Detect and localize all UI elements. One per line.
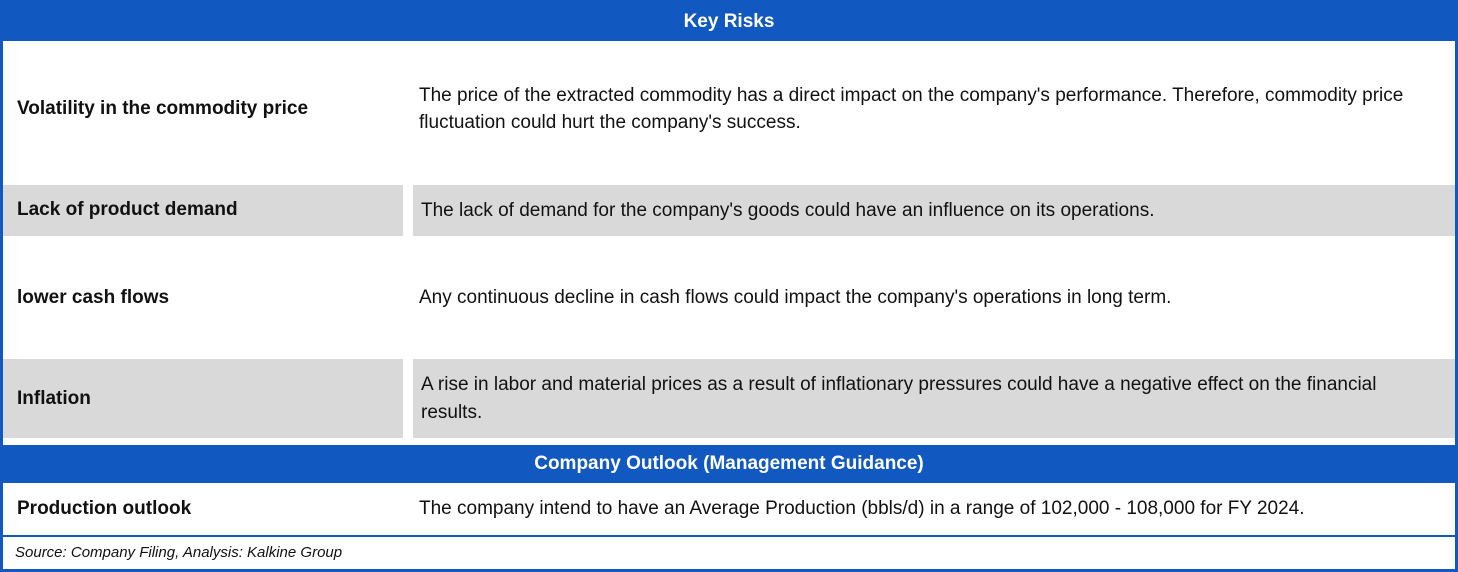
outlook-label: Production outlook	[17, 498, 192, 520]
source-note: Source: Company Filing, Analysis: Kalkin…	[3, 535, 1455, 569]
risk-label: lower cash flows	[17, 286, 170, 308]
key-risks-header: Key Risks	[3, 3, 1455, 41]
column-gutter	[403, 41, 413, 178]
company-outlook-header: Company Outlook (Management Guidance)	[3, 445, 1455, 484]
table-row: Production outlook The company intend to…	[3, 483, 1455, 535]
key-risks-rows: Volatility in the commodity price The pr…	[3, 41, 1455, 445]
risk-description: The lack of demand for the company's goo…	[413, 184, 1455, 237]
risk-description: The price of the extracted commodity has…	[419, 84, 1404, 134]
column-gutter	[403, 359, 413, 439]
table-row: Volatility in the commodity price The pr…	[3, 41, 1455, 178]
risk-description: Any continuous decline in cash flows cou…	[419, 287, 1172, 309]
column-gutter	[403, 184, 413, 237]
risk-label: Inflation	[3, 359, 403, 439]
table-row: Lack of product demand The lack of deman…	[3, 184, 1455, 237]
risk-label: Lack of product demand	[3, 184, 403, 237]
table-row: lower cash flows Any continuous decline …	[3, 243, 1455, 353]
table-row: Inflation A rise in labor and material p…	[3, 359, 1455, 439]
risk-description: A rise in labor and material prices as a…	[413, 359, 1455, 439]
column-gutter	[403, 483, 413, 535]
risk-label: Volatility in the commodity price	[17, 98, 309, 120]
outlook-description: The company intend to have an Average Pr…	[419, 498, 1305, 520]
column-gutter	[403, 243, 413, 353]
